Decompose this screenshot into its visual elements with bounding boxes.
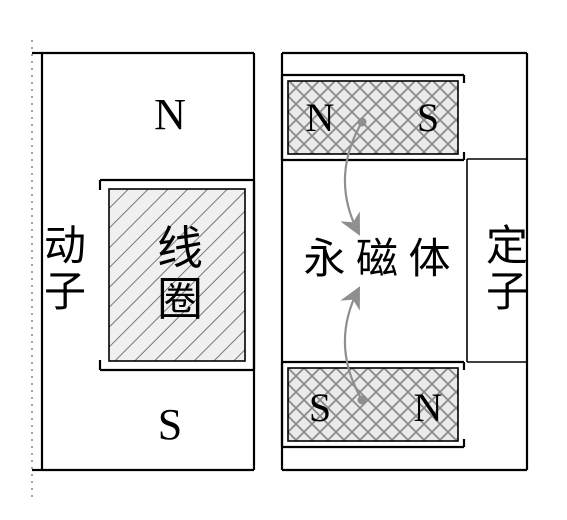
magnet-label: 永 磁 体 [282,230,472,290]
mover-label: 动 子 [28,190,102,350]
stator-label: 定 子 [470,190,544,350]
magnet-bot-S: S [290,378,350,438]
mover-S: S [140,395,200,455]
magnet-top-N: N [290,88,350,148]
coil-label: 线 圈 [110,190,250,360]
mover-N: N [140,85,200,145]
magnet-bot-N: N [398,378,458,438]
magnet-top-S: S [398,88,458,148]
